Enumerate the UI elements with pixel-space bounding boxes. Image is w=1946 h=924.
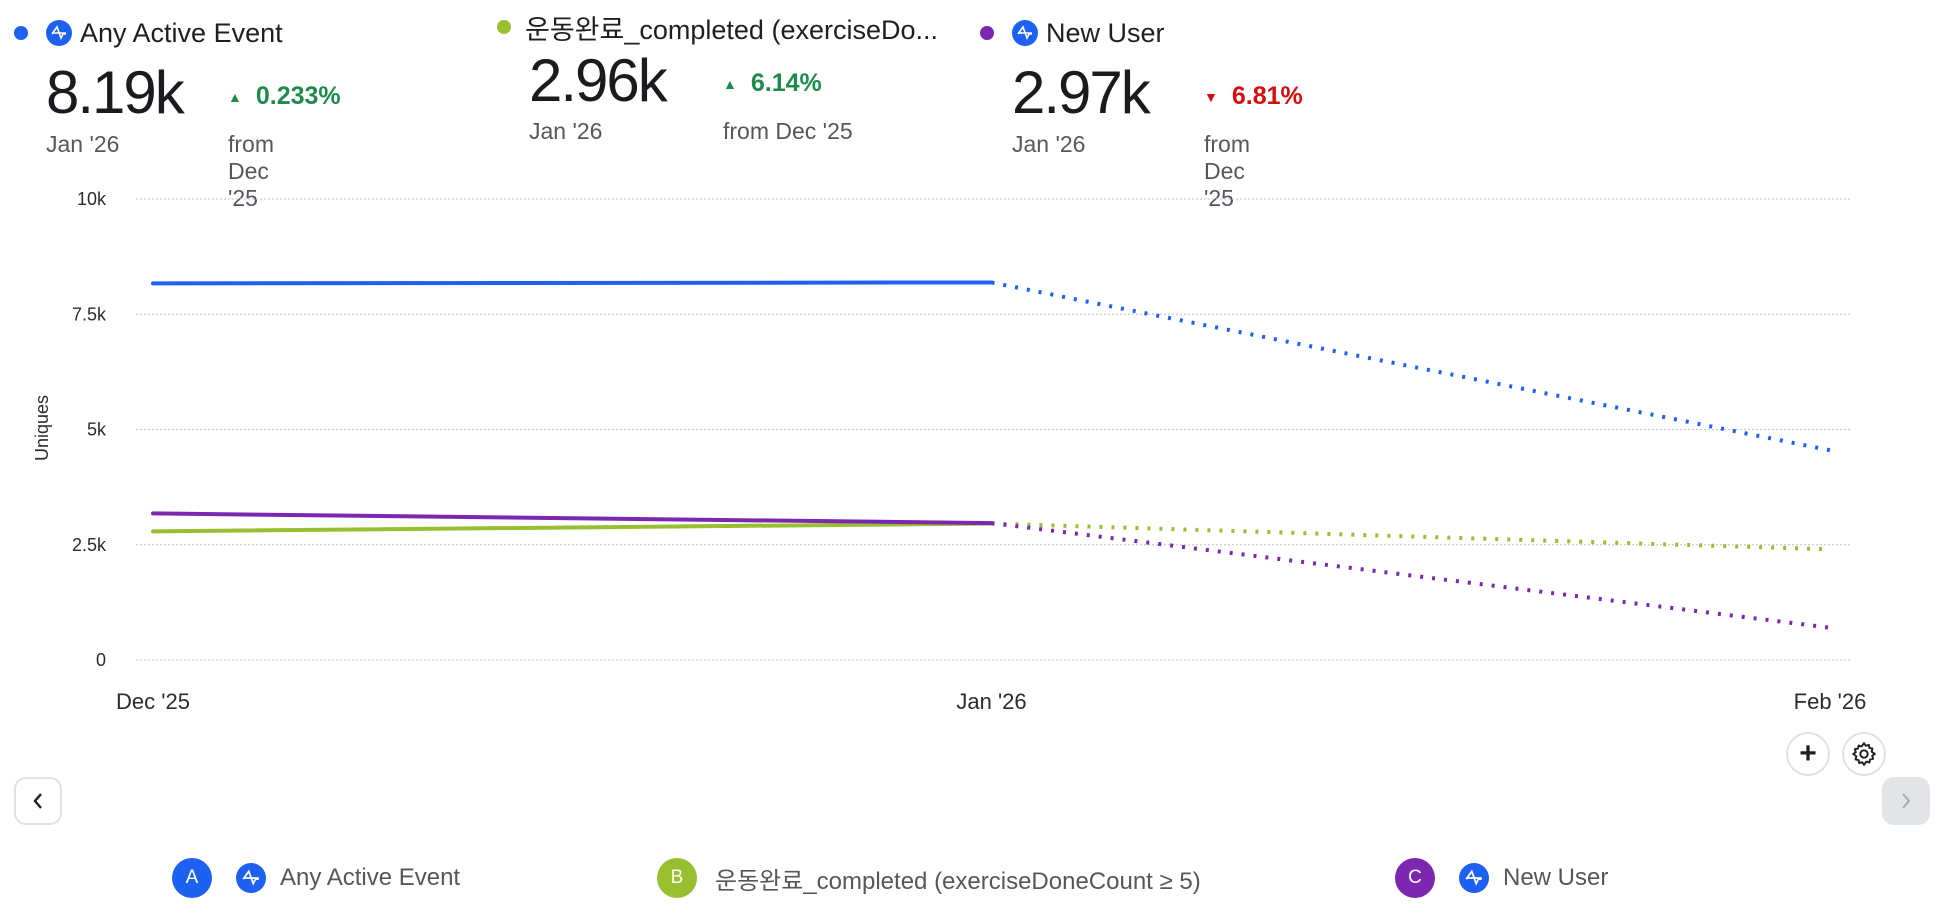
amplitude-logo-icon xyxy=(46,20,72,46)
series-2 xyxy=(151,511,1831,630)
y-tick-label: 2.5k xyxy=(72,535,107,555)
metric-compare-period: from Dec '25 xyxy=(228,131,274,211)
series-name: Any Active Event xyxy=(80,17,283,48)
metric-period: Jan '26 xyxy=(46,131,120,157)
add-button[interactable]: + xyxy=(1786,732,1830,776)
metric-value: 2.97k xyxy=(1012,59,1151,126)
legend-label: 운동완료_completed (exerciseDoneCount ≥ 5) xyxy=(715,867,1201,895)
metric-value: 2.96k xyxy=(529,47,668,114)
series-line-solid xyxy=(151,511,994,526)
series-name: 운동완료_completed (exerciseDo... xyxy=(525,14,938,45)
series-0 xyxy=(151,280,1831,453)
plus-icon: + xyxy=(1799,737,1817,770)
series-badge: A xyxy=(172,858,212,898)
series-line-solid xyxy=(151,521,994,534)
series-color-dot xyxy=(14,26,28,40)
chevron-right-icon xyxy=(1902,793,1911,809)
x-tick-label: Jan '26 xyxy=(956,689,1026,714)
series-lines xyxy=(151,280,1831,630)
line-chart: 0 2.5k 5k 7.5k 10k Uniques Dec '25 Jan '26 Feb… xyxy=(32,189,1866,714)
legend-item-a[interactable]: A Any Active Event xyxy=(172,858,460,898)
series-line-projected xyxy=(991,521,1831,630)
next-button[interactable] xyxy=(1882,777,1930,825)
y-tick-label: 5k xyxy=(87,420,107,440)
legend-label: New User xyxy=(1503,864,1609,891)
legend-item-b[interactable]: B 운동완료_completed (exerciseDoneCount ≥ 5) xyxy=(657,858,1201,898)
metric-value: 8.19k xyxy=(46,59,185,126)
x-axis: Dec '25 Jan '26 Feb '26 xyxy=(116,689,1866,714)
metric-compare-period: from Dec '25 xyxy=(1204,131,1250,211)
series-line-projected xyxy=(991,521,1831,552)
legend-item-c[interactable]: C New User xyxy=(1395,858,1608,898)
series-badge: C xyxy=(1395,858,1435,898)
series-color-dot xyxy=(497,20,511,34)
series-line-solid xyxy=(151,280,994,286)
series-line-projected xyxy=(991,280,1831,453)
x-tick-label: Dec '25 xyxy=(116,689,190,714)
y-tick-label: 7.5k xyxy=(72,304,107,324)
series-badge: B xyxy=(657,858,697,898)
amplitude-logo-icon xyxy=(1012,20,1038,46)
series-color-dot xyxy=(980,26,994,40)
y-tick-label: 10k xyxy=(77,189,107,209)
metric-period: Jan '26 xyxy=(529,118,603,144)
summary-card-b: 운동완료_completed (exerciseDo... 2.96k Jan … xyxy=(497,0,938,144)
metric-change: ▼ 6.81% xyxy=(1204,82,1303,110)
legend-label: Any Active Event xyxy=(280,864,461,891)
series-1 xyxy=(151,521,1831,552)
arrow-up-icon: ▲ xyxy=(228,88,242,105)
x-tick-label: Feb '26 xyxy=(1794,689,1867,714)
previous-button[interactable] xyxy=(14,777,62,825)
summary-card-c: New User 2.97k Jan '26 ▼ 6.81% from Dec … xyxy=(980,0,1303,211)
summary-card-a: Any Active Event 8.19k Jan '26 ▲ 0.233% … xyxy=(14,0,341,211)
y-axis: 0 2.5k 5k 7.5k 10k xyxy=(72,189,107,670)
grid xyxy=(136,198,1850,661)
gear-icon xyxy=(1852,742,1876,766)
metric-period: Jan '26 xyxy=(1012,131,1086,157)
metric-change: ▲ 0.233% xyxy=(228,82,341,110)
settings-button[interactable] xyxy=(1842,732,1886,776)
arrow-up-icon: ▲ xyxy=(723,75,737,92)
y-tick-label: 0 xyxy=(96,650,106,670)
chevron-left-icon xyxy=(33,793,42,809)
y-axis-label: Uniques xyxy=(32,395,52,461)
amplitude-logo-icon xyxy=(1459,863,1489,893)
metric-compare-period: from Dec '25 xyxy=(723,118,853,144)
amplitude-logo-icon xyxy=(236,863,266,893)
metric-change: ▲ 6.14% xyxy=(723,69,822,97)
series-name: New User xyxy=(1046,17,1165,48)
arrow-down-icon: ▼ xyxy=(1204,88,1218,105)
